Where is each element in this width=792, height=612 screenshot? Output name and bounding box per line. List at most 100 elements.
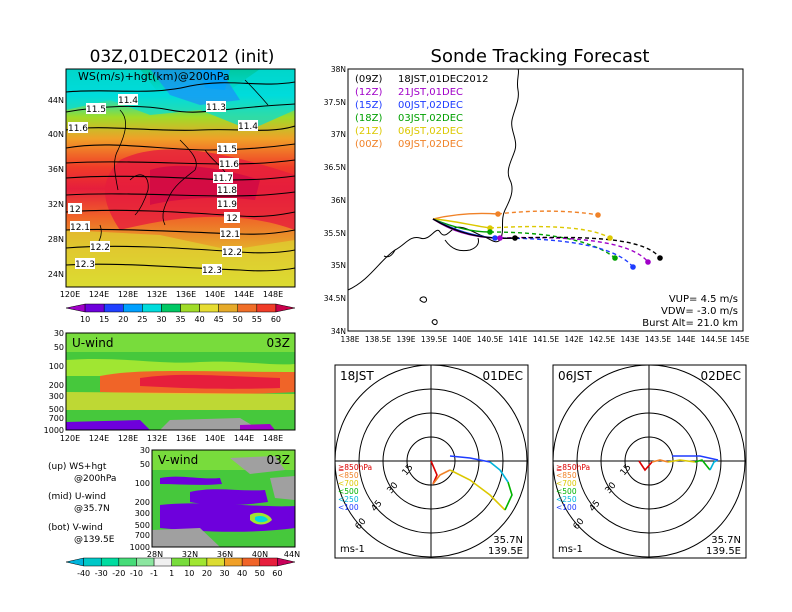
map-lat-tick: 38N (331, 65, 346, 74)
ws-colorbar-label: 25 (137, 315, 147, 324)
map-lat-tick: 37.5N (324, 98, 346, 107)
u-lon-tick: 132E (147, 434, 167, 443)
uv-colorbar-swatch (153, 557, 172, 567)
hodo-time: 18JST (340, 369, 374, 383)
param-burst-alt: Burst Alt= 21.0 km (642, 318, 738, 329)
svg-text:12.3: 12.3 (202, 266, 222, 276)
u-p-tick: 700 (49, 414, 64, 423)
hodo-segment (672, 455, 719, 461)
level-label: <250 (556, 495, 577, 504)
map-lat-tick: 35N (331, 261, 346, 270)
v-p-tick: 700 (135, 531, 150, 540)
v-p-tick: 500 (135, 521, 150, 530)
v-wind-time: 03Z (267, 453, 291, 467)
ws-colorbar-label: 55 (252, 315, 262, 324)
v-p-tick: 200 (135, 498, 150, 507)
svg-text:11.5: 11.5 (86, 105, 106, 115)
ws-lat-tick: 28N (48, 235, 64, 244)
hodo-unit: ms-1 (558, 544, 583, 555)
landing-point-15z (630, 264, 636, 270)
u-p-tick: 300 (49, 392, 64, 401)
legend: (09Z) 18JST,01DEC2012 (12Z) 21JST,01DEC … (355, 74, 488, 150)
ws-lat-tick: 40N (48, 130, 64, 139)
landing-point-18z (612, 255, 618, 261)
uv-colorbar-swatch (100, 557, 120, 567)
v-lat-tick: 28N (147, 550, 163, 559)
svg-text:11.8: 11.8 (217, 186, 237, 196)
u-p-tick: 30 (54, 329, 64, 338)
v-wind-title: V-wind (158, 453, 198, 467)
ws-lon-tick: 132E (147, 290, 167, 299)
ws-lon-tick: 120E (60, 290, 80, 299)
track-21z-forecast (489, 225, 611, 239)
map-lon-tick: 141E (508, 335, 527, 344)
svg-text:12.2: 12.2 (222, 248, 242, 258)
landing-point-21z (607, 235, 613, 241)
ws-colorbar: 10 15 20 25 30 35 40 45 50 55 60 (65, 303, 296, 324)
v-p-tick: 300 (135, 509, 150, 518)
uv-colorbar-swatch (136, 557, 155, 567)
level-label: <850 (338, 471, 359, 480)
uv-colorbar: -40 -30 -20 -10 -1 1 10 20 30 40 50 60 (65, 557, 296, 578)
track-map: (09Z) 18JST,01DEC2012 (12Z) 21JST,01DEC … (324, 65, 750, 344)
uv-colorbar-swatch (83, 557, 102, 567)
uv-colorbar-swatch (241, 557, 261, 567)
tracks (432, 210, 661, 268)
map-lon-tick: 140E (452, 335, 471, 344)
svg-text:12.1: 12.1 (70, 223, 90, 233)
ws-lat-tick: 24N (48, 270, 64, 279)
svg-text:12: 12 (69, 205, 80, 215)
uv-colorbar-label: -1 (150, 569, 158, 578)
ws-colorbar-label: 35 (175, 315, 185, 324)
u-p-tick: 200 (49, 381, 64, 390)
map-lat-tick: 37N (331, 130, 346, 139)
uv-colorbar-label: 60 (272, 569, 282, 578)
legend-text: 18JST,01DEC2012 (398, 74, 488, 85)
burst-point-12z (497, 235, 503, 241)
map-lat-tick: 35.5N (324, 229, 346, 238)
level-label: <500 (556, 487, 577, 496)
ws-contour-labels: 11.4 11.5 11.3 11.6 11.4 11.5 11.6 11.7 … (68, 94, 258, 276)
hodo-segment (694, 459, 711, 471)
uv-colorbar-label: 40 (237, 569, 247, 578)
level-label: <500 (338, 487, 359, 496)
hodo-segment (449, 469, 506, 511)
svg-text:12.2: 12.2 (90, 243, 110, 253)
landing-point-00z (595, 212, 601, 218)
level-label: <700 (556, 479, 577, 488)
ws-colorbar-swatch (161, 303, 181, 313)
burst-point-21z (487, 225, 493, 231)
burst-point-15z (492, 235, 498, 241)
ws-colorbar-label: 15 (99, 315, 109, 324)
ws-lon-tick: 144E (234, 290, 254, 299)
hodo-segment (504, 481, 513, 511)
landing-point-12z (645, 259, 651, 265)
left-title: 03Z,01DEC2012 (init) (90, 47, 275, 67)
level-label: <700 (338, 479, 359, 488)
u-wind-title: U-wind (72, 336, 113, 350)
u-lon-tick: 144E (234, 434, 254, 443)
contour-label: 11.9 (217, 198, 237, 210)
uv-colorbar-swatch (206, 557, 225, 567)
legend-code: (15Z) (355, 100, 382, 111)
track-18z-forecast (489, 231, 616, 259)
burst-point-18z (487, 229, 493, 235)
legend-code: (18Z) (355, 113, 382, 124)
map-lon-tick: 144.5E (701, 335, 727, 344)
ws-colorbar-swatch (84, 303, 105, 313)
map-lat-tick: 36.5N (324, 163, 346, 172)
landing-point-09z (657, 255, 663, 261)
map-lon-tick: 143.5E (645, 335, 671, 344)
map-lon-tick: 139E (396, 335, 415, 344)
v-wind-panel: V-wind 03Z 30 50 100 200 300 500 700 100… (130, 446, 300, 559)
svg-text:12: 12 (226, 214, 237, 224)
ws-colorbar-label: 60 (271, 315, 281, 324)
ws-lon-tick: 140E (205, 290, 225, 299)
uv-colorbar-label: 20 (202, 569, 212, 578)
map-lat-tick: 36N (331, 196, 346, 205)
ws-colorbar-swatch (142, 303, 162, 313)
map-lon-tick: 138.5E (365, 335, 391, 344)
u-lon-tick: 124E (89, 434, 109, 443)
hodo-segment (638, 460, 653, 472)
contour-label: 11.3 (206, 101, 226, 113)
